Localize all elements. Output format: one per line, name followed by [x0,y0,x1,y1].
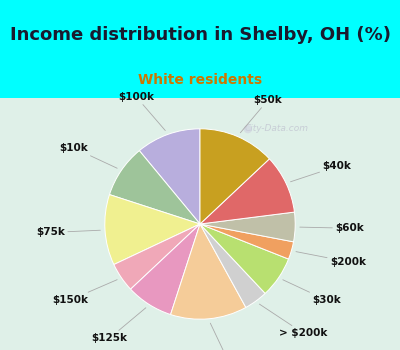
Text: $20k: $20k [210,323,242,350]
Text: $10k: $10k [60,143,117,168]
Wedge shape [200,129,269,224]
Text: $30k: $30k [283,280,340,305]
Wedge shape [114,224,200,289]
Text: $150k: $150k [52,280,117,305]
Wedge shape [200,224,288,293]
Text: Income distribution in Shelby, OH (%): Income distribution in Shelby, OH (%) [10,26,390,44]
Text: $40k: $40k [290,161,351,182]
Wedge shape [170,224,246,319]
Wedge shape [131,224,200,315]
Text: $50k: $50k [240,95,282,133]
Wedge shape [200,212,295,242]
Wedge shape [110,150,200,224]
Wedge shape [105,195,200,265]
Text: White residents: White residents [138,74,262,88]
Wedge shape [200,159,294,224]
Wedge shape [139,129,200,224]
Text: ●: ● [243,124,252,134]
Wedge shape [200,224,294,259]
Text: > $200k: > $200k [259,304,328,338]
Text: $75k: $75k [36,228,100,238]
Wedge shape [200,224,265,307]
Text: $200k: $200k [296,252,366,267]
Text: $60k: $60k [300,223,364,233]
Text: $125k: $125k [92,308,146,343]
Text: City-Data.com: City-Data.com [244,124,308,133]
Text: $100k: $100k [118,92,165,131]
